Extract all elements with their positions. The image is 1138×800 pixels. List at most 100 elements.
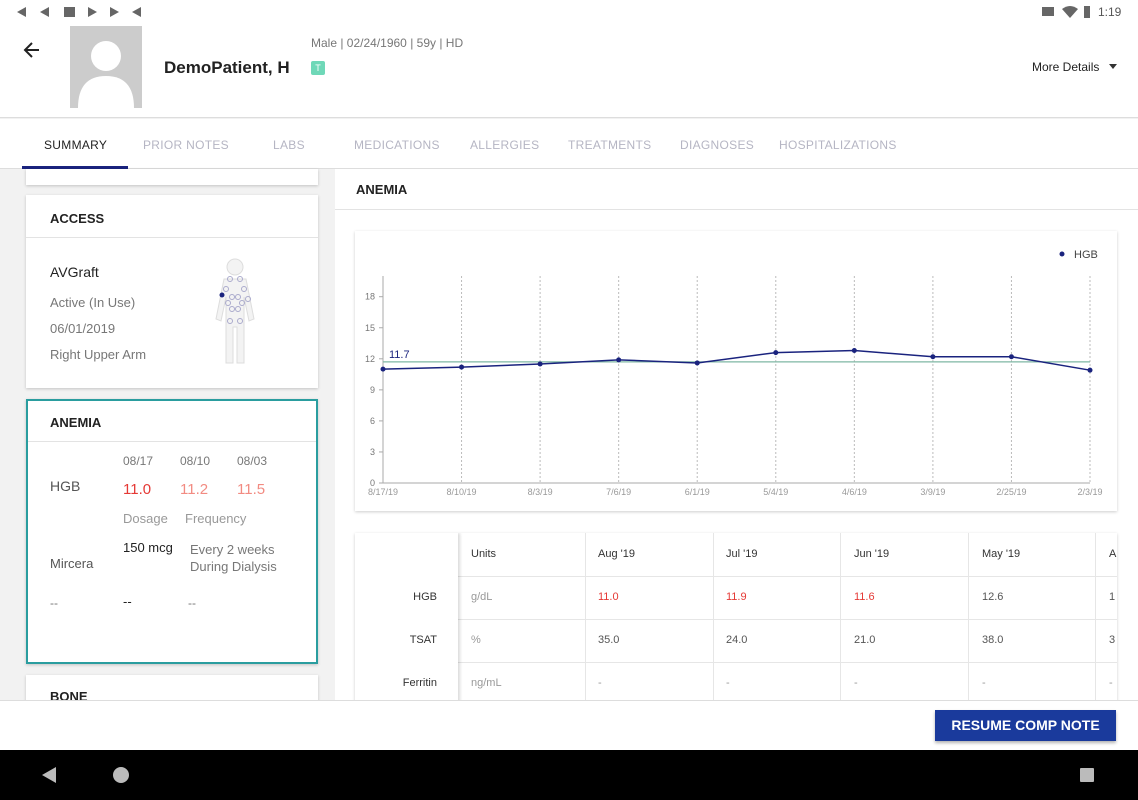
tab[interactable]: TREATMENTS — [568, 138, 652, 152]
dropdown-icon — [1109, 64, 1117, 69]
avatar — [70, 26, 142, 108]
cell: - — [854, 677, 858, 689]
column-divider — [713, 533, 714, 700]
cell: 11.0 — [598, 591, 619, 603]
cell: 1 — [1109, 591, 1116, 603]
data-point — [616, 357, 622, 363]
divider — [26, 237, 318, 238]
clock: 1:19 — [1098, 5, 1122, 19]
card-fragment — [26, 169, 318, 185]
detail-panel: ANEMIA 0 3 6 9 12 15 18 8/17/19 8/10/19 8/3/19 7/6… — [335, 169, 1138, 700]
column-header: Jul '19 — [726, 548, 758, 560]
access-status: Active (In Use) — [50, 295, 136, 310]
column-divider — [840, 533, 841, 700]
date-label: 08/17 — [123, 454, 154, 468]
cell: 21.0 — [854, 634, 876, 646]
chart-card: 0 3 6 9 12 15 18 8/17/19 8/10/19 8/3/19 7/6/19 6/1/… — [355, 231, 1117, 511]
more-details[interactable]: More Details — [1032, 60, 1100, 74]
column-header: Units — [471, 548, 497, 560]
tab[interactable]: PRIOR NOTES — [143, 138, 229, 152]
legend-marker — [1059, 251, 1065, 257]
date-label: 08/10 — [180, 454, 211, 468]
date-label: 08/03 — [237, 454, 268, 468]
body-diagram — [215, 258, 255, 364]
card-title: ANEMIA — [50, 415, 102, 430]
cell: 35.0 — [598, 634, 620, 646]
hgb-value: 11.2 — [180, 481, 209, 498]
cell: % — [471, 634, 481, 646]
x-tick-label: 5/4/19 — [763, 487, 788, 497]
empty-cell: -- — [50, 596, 58, 610]
nav-buttons — [42, 767, 1094, 783]
access-location: Right Upper Arm — [50, 347, 147, 362]
x-tick-label: 8/17/19 — [368, 487, 398, 497]
anemia-card: ANEMIA 08/17 08/10 08/03 HGB 11.0 11.2 1… — [26, 399, 318, 664]
nav-bar — [0, 750, 1138, 800]
cell: 3 — [1109, 634, 1116, 646]
cell: ng/mL — [471, 677, 502, 689]
y-tick-label: 9 — [370, 385, 375, 395]
tab[interactable]: HOSPITALIZATIONS — [779, 138, 897, 152]
tab[interactable]: LABS — [273, 138, 305, 152]
cell: - — [1109, 677, 1113, 689]
divider — [28, 441, 316, 442]
x-tick-label: 2/25/19 — [996, 487, 1026, 497]
cell: g/dL — [471, 591, 493, 603]
frequency: Every 2 weeks During Dialysis — [190, 542, 277, 574]
x-tick-label: 8/3/19 — [528, 487, 553, 497]
tab[interactable]: SUMMARY — [44, 138, 108, 152]
lab-table: Units Aug '19 Jul '19 Jun '19 May '19 A HGB g/d… — [355, 533, 1117, 700]
tab[interactable]: MEDICATIONS — [354, 138, 440, 152]
data-point — [459, 364, 465, 370]
column-divider — [968, 533, 969, 700]
x-tick-label: 6/1/19 — [685, 487, 710, 497]
row-label: TSAT — [409, 634, 437, 646]
column-header: A — [1109, 548, 1117, 560]
active-tab-indicator — [22, 166, 128, 169]
chart: 0 3 6 9 12 15 18 8/17/19 8/10/19 8/3/19 7/6/19 6/1/… — [365, 249, 1103, 497]
x-tick-label: 7/6/19 — [606, 487, 631, 497]
legend-label: HGB — [1074, 249, 1098, 261]
cell: - — [982, 677, 986, 689]
medication: Mircera — [50, 556, 94, 571]
row-label: HGB — [413, 591, 437, 603]
y-tick-label: 15 — [365, 323, 375, 333]
table-label-column — [355, 533, 458, 700]
cell: 12.6 — [982, 591, 1004, 603]
status-bar — [0, 0, 1138, 24]
resume-button[interactable]: RESUME COMP NOTE — [935, 710, 1116, 741]
back-button[interactable] — [22, 40, 42, 60]
tab[interactable]: ALLERGIES — [470, 138, 540, 152]
access-type: AVGraft — [50, 264, 99, 280]
row-label: Ferritin — [402, 677, 437, 689]
reference-label: 11.7 — [389, 349, 410, 361]
data-point — [1008, 354, 1014, 360]
x-tick-label: 2/3/19 — [1077, 487, 1102, 497]
row-divider — [355, 619, 1117, 620]
x-tick-label: 8/10/19 — [447, 487, 477, 497]
cell: 24.0 — [726, 634, 748, 646]
column-header: Aug '19 — [598, 548, 635, 560]
cell: 38.0 — [982, 634, 1004, 646]
series-line — [382, 349, 1091, 371]
data-point — [930, 354, 936, 360]
access-date: 06/01/2019 — [50, 321, 116, 336]
hgb-label: HGB — [50, 478, 81, 494]
patient-name: DemoPatient, H — [164, 58, 290, 77]
data-point — [380, 366, 386, 372]
tab[interactable]: DIAGNOSES — [680, 138, 755, 152]
column-divider — [585, 533, 586, 700]
data-point — [694, 360, 700, 366]
data-point — [851, 348, 857, 354]
y-tick-label: 18 — [365, 292, 375, 302]
row-divider — [355, 662, 1117, 663]
row-divider — [355, 576, 1117, 577]
demographics: Male | 02/24/1960 | 59y | HD — [311, 36, 464, 50]
y-tick-label: 12 — [365, 354, 375, 364]
hgb-value: 11.5 — [237, 481, 266, 498]
tab-bar — [0, 119, 1138, 169]
y-tick-label: 0 — [370, 478, 375, 488]
empty-cell: -- — [188, 596, 196, 610]
system-icons — [1042, 6, 1090, 18]
